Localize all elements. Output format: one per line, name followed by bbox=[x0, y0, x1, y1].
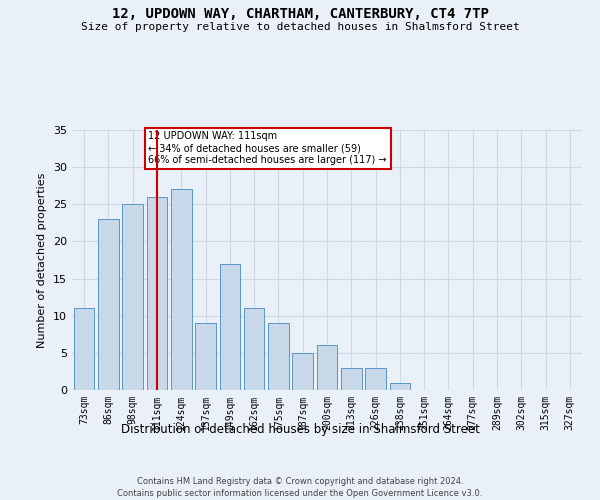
Bar bbox=[98, 219, 119, 390]
Bar bbox=[341, 368, 362, 390]
Bar bbox=[195, 323, 216, 390]
Bar bbox=[244, 308, 265, 390]
Bar bbox=[146, 197, 167, 390]
Bar bbox=[122, 204, 143, 390]
Bar bbox=[389, 382, 410, 390]
Bar bbox=[365, 368, 386, 390]
Text: 12 UPDOWN WAY: 111sqm
← 34% of detached houses are smaller (59)
66% of semi-deta: 12 UPDOWN WAY: 111sqm ← 34% of detached … bbox=[149, 132, 387, 164]
Bar bbox=[292, 353, 313, 390]
Bar bbox=[317, 346, 337, 390]
Text: 12, UPDOWN WAY, CHARTHAM, CANTERBURY, CT4 7TP: 12, UPDOWN WAY, CHARTHAM, CANTERBURY, CT… bbox=[112, 8, 488, 22]
Text: Contains HM Land Registry data © Crown copyright and database right 2024.: Contains HM Land Registry data © Crown c… bbox=[137, 478, 463, 486]
Bar bbox=[74, 308, 94, 390]
Text: Distribution of detached houses by size in Shalmsford Street: Distribution of detached houses by size … bbox=[121, 422, 479, 436]
Bar bbox=[171, 190, 191, 390]
Bar bbox=[268, 323, 289, 390]
Bar bbox=[220, 264, 240, 390]
Text: Contains public sector information licensed under the Open Government Licence v3: Contains public sector information licen… bbox=[118, 489, 482, 498]
Text: Size of property relative to detached houses in Shalmsford Street: Size of property relative to detached ho… bbox=[80, 22, 520, 32]
Y-axis label: Number of detached properties: Number of detached properties bbox=[37, 172, 47, 348]
